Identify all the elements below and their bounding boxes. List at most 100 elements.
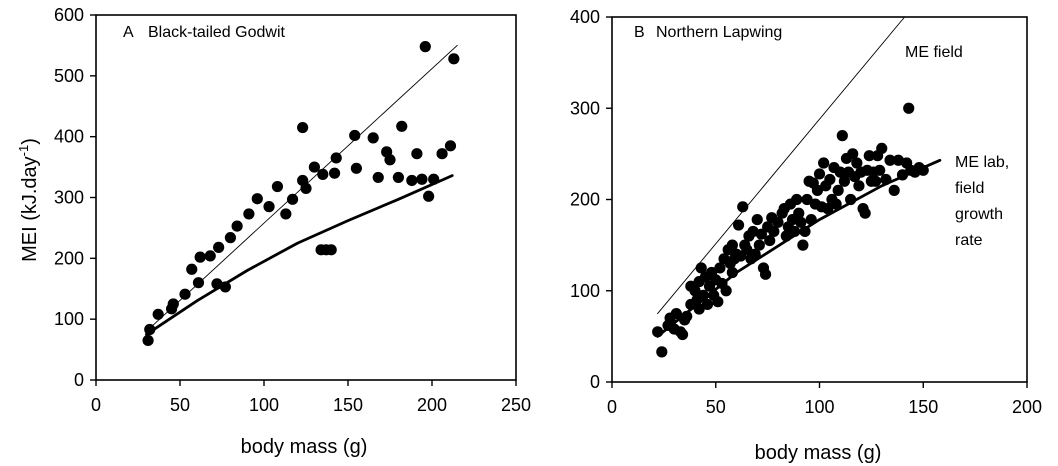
y-tick-label: 100: [570, 281, 600, 301]
data-point: [693, 303, 705, 315]
data-point: [211, 278, 223, 290]
data-point: [822, 203, 834, 215]
x-tick-label: 0: [607, 397, 617, 417]
x-tick-label: 250: [501, 395, 531, 415]
data-point: [801, 193, 813, 206]
data-point: [813, 168, 826, 180]
data-point: [656, 346, 668, 358]
data-point: [791, 193, 803, 206]
data-point: [751, 213, 763, 226]
data-point: [213, 241, 225, 253]
x-tick-label: 150: [908, 397, 938, 417]
data-point: [448, 53, 460, 65]
data-point: [732, 219, 745, 231]
data-point: [263, 201, 275, 213]
data-point: [384, 154, 396, 166]
panel-a-title: Black-tailed Godwit: [148, 24, 286, 41]
data-point: [423, 190, 435, 202]
data-point: [152, 308, 164, 320]
y-tick-label: 400: [570, 7, 600, 27]
me-lab-label-line-3: growth: [955, 206, 1003, 223]
x-tick-label: 50: [170, 395, 190, 415]
data-point: [834, 166, 846, 178]
data-point: [192, 277, 205, 289]
data-point: [851, 157, 863, 169]
y-tick-label: 200: [570, 190, 600, 210]
y-tick-label: 600: [54, 5, 84, 25]
y-tick-label: 100: [54, 309, 84, 329]
x-tick-label: 100: [249, 395, 279, 415]
me-lab-label-line-1: ME lab,: [955, 154, 1009, 171]
x-tick-label: 150: [333, 395, 363, 415]
data-point: [179, 288, 191, 300]
data-point: [768, 225, 780, 238]
me-field-label: ME field: [905, 44, 963, 61]
me-lab-label: ME lab, field growth rate: [955, 154, 1009, 249]
data-point: [876, 142, 888, 154]
data-point: [818, 157, 830, 169]
data-point: [286, 193, 299, 205]
data-point: [652, 326, 664, 338]
panel-b-x-axis-label: body mass (g): [755, 442, 882, 464]
panel-a-y-axis-label: MEI (kJ.day-1): [16, 138, 41, 262]
x-tick-label: 0: [91, 395, 101, 415]
data-point: [367, 132, 379, 144]
data-point: [917, 164, 929, 176]
data-point: [824, 173, 836, 186]
data-point: [243, 208, 255, 220]
panel-b: 0 50 100 150 200 0 100 200 300 400 B Northern Lap…: [570, 7, 1042, 464]
data-point: [167, 298, 179, 310]
data-point: [795, 216, 807, 228]
data-point: [349, 129, 361, 142]
data-point: [419, 41, 431, 53]
y-tick-label: 300: [570, 98, 600, 118]
data-point: [330, 152, 342, 164]
x-tick-label: 100: [804, 397, 834, 417]
panel-a-points: [142, 41, 460, 347]
data-point: [789, 225, 801, 238]
data-point: [392, 171, 404, 184]
data-point: [780, 230, 792, 242]
me-lab-label-line-2: field: [955, 180, 984, 197]
panel-b-ticks: 0 50 100 150 200 0 100 200 300 400: [570, 7, 1042, 417]
data-point: [741, 244, 753, 256]
data-point: [219, 281, 231, 293]
data-point: [681, 310, 693, 322]
data-point: [863, 150, 875, 162]
x-tick-label: 50: [706, 397, 726, 417]
data-point: [759, 268, 772, 280]
y-tick-label: 200: [54, 248, 84, 268]
data-point: [847, 148, 859, 160]
data-point: [726, 239, 738, 251]
panel-a-ticks: 0 50 100 150 200 250 0 100 200 300 400 500 600: [54, 5, 531, 415]
data-point: [144, 323, 156, 336]
data-point: [888, 184, 900, 196]
y-label-superscript: -1: [16, 145, 31, 157]
y-tick-label: 500: [54, 66, 84, 86]
data-point: [874, 164, 886, 176]
data-point: [832, 184, 844, 196]
data-point: [204, 250, 216, 262]
x-tick-label: 200: [417, 395, 447, 415]
data-point: [186, 263, 198, 275]
data-point: [325, 244, 337, 256]
data-point: [805, 213, 817, 226]
data-point: [720, 285, 732, 297]
data-point: [772, 216, 784, 228]
data-point: [838, 175, 851, 187]
data-point: [853, 180, 865, 192]
data-point: [689, 285, 701, 297]
data-point: [142, 334, 154, 347]
panel-a-label: A: [123, 24, 134, 41]
data-point: [308, 161, 320, 173]
data-point: [880, 173, 892, 186]
data-point: [224, 232, 236, 244]
me-lab-label-line-4: rate: [955, 232, 983, 249]
data-point: [300, 182, 312, 194]
data-point: [714, 262, 726, 274]
data-point: [406, 174, 418, 187]
data-point: [676, 328, 689, 341]
panel-a: 0 50 100 150 200 250 0 100 200 300 400 500 600 A Bla…: [16, 5, 531, 458]
data-point: [271, 180, 284, 193]
data-point: [764, 234, 776, 247]
